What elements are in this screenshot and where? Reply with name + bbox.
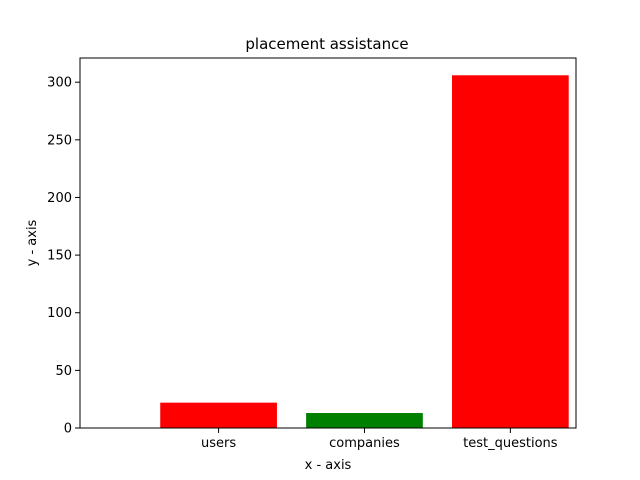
bars-group xyxy=(160,75,569,428)
y-tick-label: 150 xyxy=(47,249,72,264)
y-tick-label: 0 xyxy=(64,422,72,437)
x-tick-label: companies xyxy=(329,436,400,451)
y-tick-label: 250 xyxy=(47,133,72,148)
y-tick-label: 200 xyxy=(47,191,72,206)
y-tick-label: 300 xyxy=(47,76,72,91)
y-tick-label: 50 xyxy=(55,364,72,379)
x-tick-label: users xyxy=(201,436,236,451)
plot-frame xyxy=(79,57,577,429)
x-axis-ticks: users companies test_questions xyxy=(201,428,558,451)
y-axis-label: y - axis xyxy=(25,219,40,266)
x-tick-label: test_questions xyxy=(463,436,558,451)
y-axis-ticks: 0 50 100 150 200 250 300 xyxy=(47,76,80,437)
bar-test-questions xyxy=(452,75,569,428)
bar-companies xyxy=(306,413,423,428)
y-tick-label: 100 xyxy=(47,306,72,321)
chart-title: placement assistance xyxy=(245,35,408,53)
x-axis-label: x - axis xyxy=(305,458,352,473)
bar-users xyxy=(160,402,277,428)
